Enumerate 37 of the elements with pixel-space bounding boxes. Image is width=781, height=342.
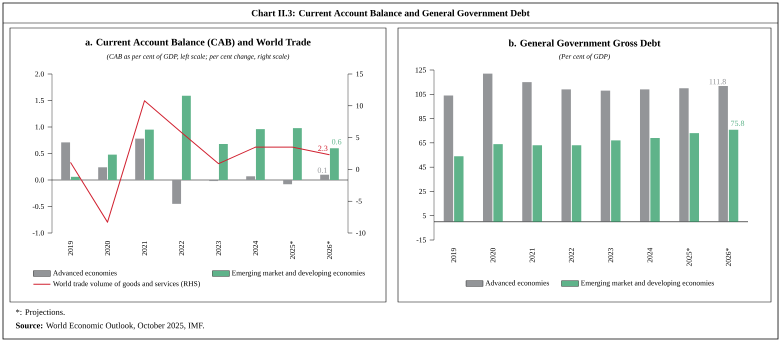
bar [690, 133, 700, 222]
bar [292, 128, 302, 180]
bar [679, 88, 689, 222]
bar [61, 142, 70, 180]
chart-title: a. Current Account Balance (CAB) and World Trade [85, 38, 311, 48]
bar [482, 74, 492, 222]
bar [532, 145, 542, 222]
bar [256, 129, 265, 180]
bar [572, 145, 582, 222]
bar [172, 180, 182, 204]
bar [444, 96, 454, 222]
bar [718, 86, 728, 222]
bar [600, 90, 610, 222]
text: Source: World Economic Outlook, October 2025, IMF. [16, 322, 204, 330]
text: Chart II.3: Current Account Balance and General Government Debt [252, 10, 530, 16]
bar [144, 130, 154, 180]
bar [611, 140, 621, 222]
bar [218, 144, 228, 180]
chart-title: b. General Government Gross Debt [508, 39, 660, 47]
bar [522, 82, 532, 222]
text: *: Projections. [16, 309, 65, 317]
bar [561, 89, 571, 222]
bar [98, 167, 108, 180]
bar [283, 180, 292, 184]
bar [320, 174, 330, 180]
bar [330, 148, 339, 180]
bar [135, 138, 144, 180]
bar [182, 96, 191, 180]
bar [246, 176, 256, 180]
line-series [70, 100, 330, 223]
bar [640, 89, 650, 222]
bar [454, 156, 464, 222]
bar [70, 176, 80, 180]
bar [650, 138, 660, 222]
bar [108, 154, 117, 180]
bar [728, 130, 738, 222]
bar [493, 144, 503, 222]
